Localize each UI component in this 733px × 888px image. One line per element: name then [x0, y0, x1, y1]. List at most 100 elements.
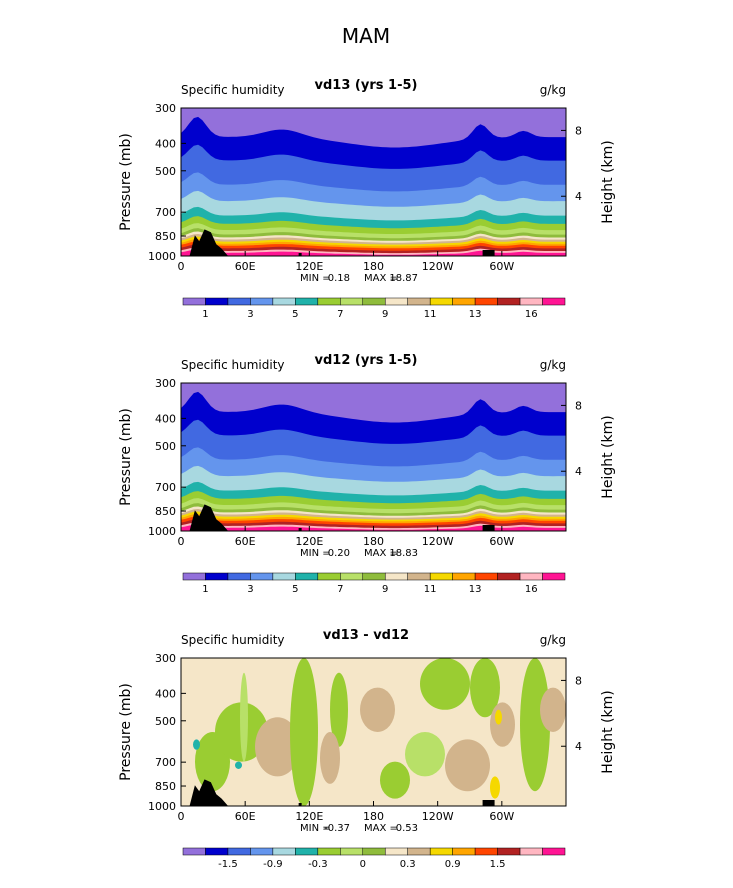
colorbar-swatch-12	[429, 572, 453, 581]
diff-region-8	[380, 761, 410, 799]
variable-label: Specific humidity	[181, 358, 285, 372]
colorbar-swatch-2	[205, 847, 229, 856]
diff-region-11	[470, 658, 500, 718]
y-axis-label: Pressure (mb)	[118, 133, 134, 231]
min-label: MIN =	[300, 273, 331, 284]
colorbar-swatch-16	[519, 572, 543, 581]
colorbar-swatch-2	[205, 297, 229, 306]
diff-region-12	[490, 702, 515, 747]
y-tick-label: 1000	[148, 525, 176, 538]
x-tick-label: 180	[363, 810, 384, 823]
y-tick-label: 500	[155, 165, 176, 178]
colorbar-swatch-16	[519, 847, 543, 856]
chart-panel-2: vd12 (yrs 1-5)Specific humidity g/kg30040…	[118, 353, 616, 595]
diff-region-14	[540, 687, 566, 732]
colorbar-swatch-2	[205, 572, 229, 581]
y2-tick-label: 8	[575, 124, 582, 137]
y-tick-label: 850	[155, 230, 176, 243]
colorbar-swatch-14	[474, 297, 498, 306]
x-tick-label: 60E	[235, 810, 256, 823]
colorbar-label: 0	[360, 859, 366, 870]
x-tick-label: 120W	[422, 810, 454, 823]
colorbar-swatch-10	[384, 297, 408, 306]
colorbar-swatch-7	[317, 297, 341, 306]
colorbar-swatch-5	[272, 297, 296, 306]
x-tick-label: 180	[363, 535, 384, 548]
y2-tick-label: 4	[575, 465, 582, 478]
colorbar-label: 7	[337, 584, 343, 595]
colorbar-label: 5	[292, 584, 298, 595]
y-tick-label: 700	[155, 206, 176, 219]
diff-region-13	[520, 658, 550, 792]
min-value: 0.18	[328, 273, 350, 284]
max-label: MAX =	[364, 548, 398, 559]
plot-area	[181, 108, 566, 256]
y-tick-label: 850	[155, 505, 176, 518]
x-tick-label: 0	[178, 260, 185, 273]
colorbar-swatch-5	[272, 572, 296, 581]
x-tick-label: 180	[363, 260, 384, 273]
colorbar-swatch-9	[362, 847, 386, 856]
colorbar-swatch-9	[362, 297, 386, 306]
topography-africa	[189, 504, 229, 531]
contour-band-17	[181, 524, 566, 531]
topography-andes	[482, 525, 495, 531]
variable-label: Specific humidity	[181, 633, 285, 647]
topography-andes	[482, 800, 495, 806]
diff-region-9	[420, 658, 470, 710]
diff-region-18	[490, 776, 500, 799]
max-label: MAX =	[364, 273, 398, 284]
y2-axis-label: Height (km)	[600, 690, 616, 773]
colorbar-swatch-7	[317, 572, 341, 581]
y2-tick-label: 8	[575, 399, 582, 412]
colorbar-swatch-1	[182, 297, 206, 306]
colorbar-label: 11	[424, 584, 437, 595]
diff-region-20	[235, 761, 242, 769]
y2-axis-label: Height (km)	[600, 140, 616, 223]
diff-region-15	[405, 732, 445, 777]
x-tick-label: 120E	[295, 260, 323, 273]
y-tick-label: 300	[155, 377, 176, 390]
colorbar-swatch-13	[452, 572, 476, 581]
y-tick-label: 500	[155, 715, 176, 728]
colorbar-swatch-11	[407, 572, 431, 581]
colorbar-swatch-10	[384, 847, 408, 856]
panel-title: vd13 (yrs 1-5)	[315, 78, 418, 93]
plot-area	[181, 383, 566, 531]
variable-label: Specific humidity	[181, 83, 285, 97]
colorbar-swatch-10	[384, 572, 408, 581]
colorbar-label: -1.5	[218, 859, 238, 870]
diff-region-5	[290, 658, 318, 806]
y-tick-label: 500	[155, 440, 176, 453]
colorbar-swatch-15	[497, 847, 521, 856]
y-tick-label: 300	[155, 102, 176, 115]
colorbar-swatch-4	[250, 297, 274, 306]
colorbar-swatch-17	[542, 847, 566, 856]
x-tick-label: 60W	[489, 535, 514, 548]
colorbar-swatch-15	[497, 297, 521, 306]
colorbar-label: 11	[424, 309, 437, 320]
max-label: MAX =	[364, 823, 398, 834]
y-tick-label: 400	[155, 687, 176, 700]
y-tick-label: 400	[155, 412, 176, 425]
y-tick-label: 1000	[148, 250, 176, 263]
colorbar-swatch-12	[429, 297, 453, 306]
colorbar-label: -0.3	[308, 859, 328, 870]
min-label: MIN =	[300, 823, 331, 834]
y2-tick-label: 4	[575, 740, 582, 753]
colorbar-swatch-3	[227, 572, 251, 581]
diff-region-16	[320, 732, 340, 784]
colorbar-swatch-9	[362, 572, 386, 581]
panel-title: vd13 - vd12	[323, 628, 409, 643]
colorbar-label: 1	[202, 309, 208, 320]
colorbar-label: 13	[469, 309, 482, 320]
y2-tick-label: 8	[575, 674, 582, 687]
colorbar-swatch-8	[340, 572, 364, 581]
colorbar-swatch-11	[407, 297, 431, 306]
colorbar-label: 3	[247, 584, 253, 595]
colorbar-swatch-6	[295, 847, 319, 856]
max-value: 18.87	[389, 273, 418, 284]
colorbar-swatch-3	[227, 847, 251, 856]
